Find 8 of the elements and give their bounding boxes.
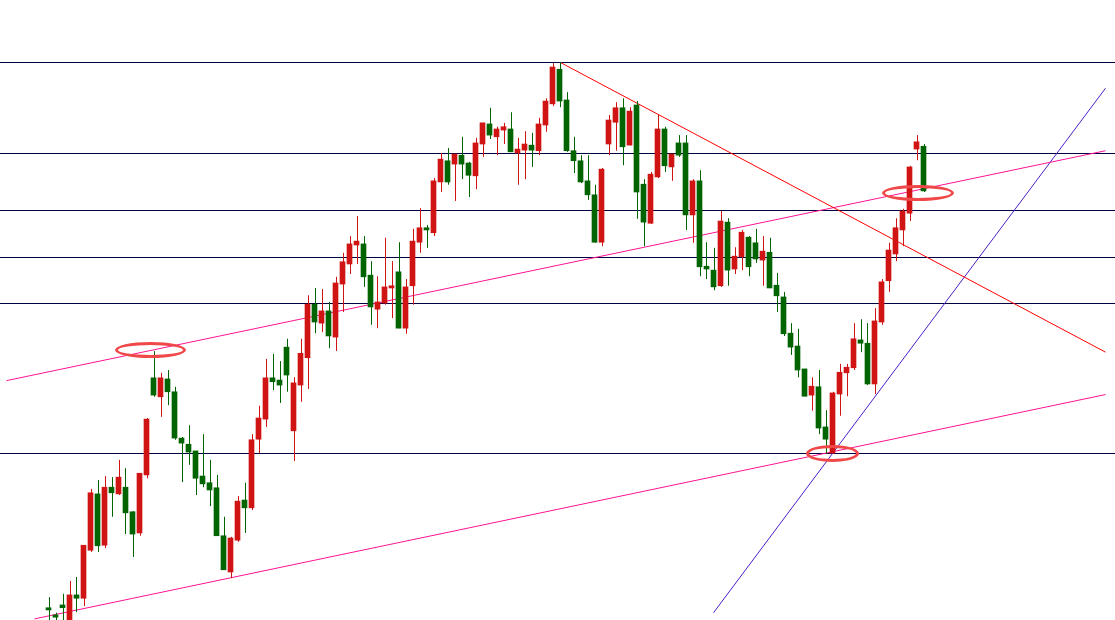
candlestick	[157, 372, 164, 418]
candlestick	[612, 101, 619, 152]
candlestick	[416, 207, 423, 254]
candlestick	[570, 136, 577, 174]
candlestick	[269, 353, 276, 391]
candlestick	[45, 596, 52, 620]
candlestick	[388, 260, 395, 319]
candlestick	[423, 224, 430, 249]
